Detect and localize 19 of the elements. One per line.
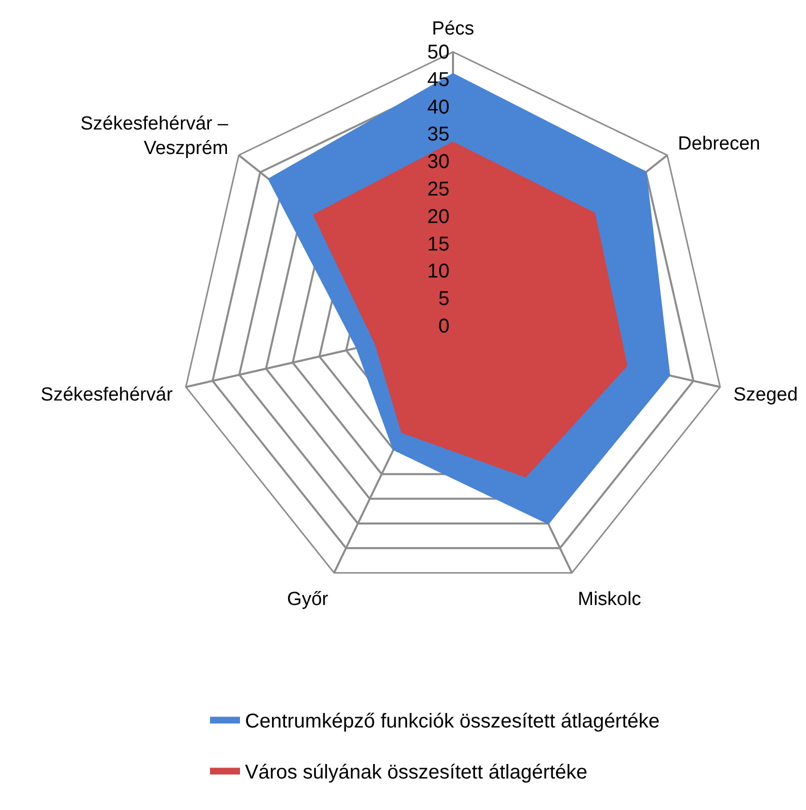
y-tick-label: 20 — [427, 206, 450, 228]
y-tick-label: 5 — [438, 288, 450, 310]
spoke-label: Debrecen — [678, 134, 760, 155]
spoke-label: Székesfehérvár – Veszprém — [80, 113, 229, 160]
y-tick-label: 40 — [427, 96, 450, 118]
y-tick-label: 30 — [427, 151, 450, 174]
spoke-label: Pécs — [432, 18, 474, 40]
legend-label: Város súlyának összesített átlagértéke — [245, 761, 588, 784]
legend-label: Centrumképző funkciók összesített átlagértéke — [245, 710, 660, 732]
spoke-label: Székesfehérvár — [40, 384, 174, 406]
spoke-label: Győr — [287, 589, 329, 610]
y-tick-label: 10 — [427, 260, 450, 283]
y-tick-label: 25 — [427, 178, 450, 200]
spoke-label: Szeged — [733, 384, 798, 406]
y-tick-label: 35 — [427, 124, 450, 146]
y-tick-label: 50 — [427, 42, 450, 64]
y-tick-label: 0 — [438, 316, 450, 338]
y-tick-label: 15 — [427, 233, 450, 256]
spoke-label: Miskolc — [578, 589, 642, 610]
